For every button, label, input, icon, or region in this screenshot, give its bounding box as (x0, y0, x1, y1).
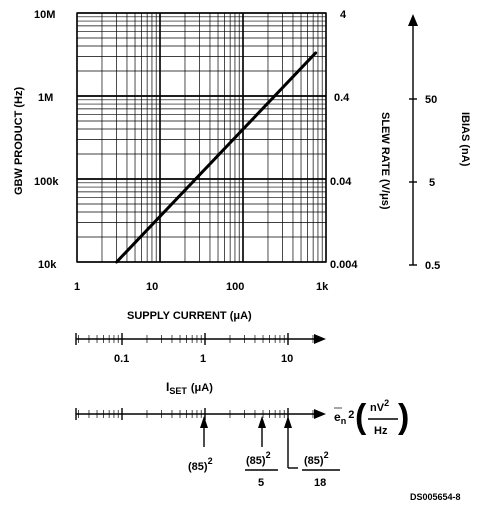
marker-num: (85) (304, 455, 324, 467)
x-tick-label: 1k (316, 281, 329, 293)
marker-sup: 2 (208, 456, 213, 466)
noise-axis-arrow (314, 409, 326, 419)
iset-tick-label: 10 (281, 353, 293, 365)
y-tick-label: 10k (38, 259, 57, 271)
y-tick-label: 1M (38, 92, 53, 104)
iset-label-main: I (166, 380, 169, 394)
noise-label-sub: n (341, 416, 347, 426)
noise-paren-left: ( (355, 398, 367, 436)
x-axis-label: SUPPLY CURRENT (μA) (127, 310, 252, 322)
marker-num: (85) (188, 461, 208, 473)
noise-marker-2: (85)2 5 (245, 416, 278, 489)
marker-label: (85)2 (304, 450, 329, 467)
y-tick-label: 10M (34, 9, 55, 21)
marker-sup: 2 (324, 450, 329, 460)
marker-num: (85) (246, 455, 266, 467)
marker-den: 5 (258, 477, 264, 489)
ibias-tick-label: 0.5 (425, 260, 440, 272)
marker-sup: 2 (266, 450, 271, 460)
marker-den: 18 (314, 477, 326, 489)
x-tick-label: 10 (146, 281, 158, 293)
series (115, 51, 318, 264)
grid (76, 12, 327, 263)
x-tick-label: 1 (74, 281, 80, 293)
noise-unit-num-text: nV (370, 402, 385, 414)
marker-label: (85)2 (188, 456, 213, 473)
marker-arrow-head (284, 416, 292, 428)
y-axis-label: GBW PRODUCT (Hz) (13, 87, 25, 195)
y-right-tick-label: 0.04 (330, 176, 352, 188)
y-right-tick-label: 0.004 (330, 259, 358, 271)
iset-tick-label: 1 (200, 353, 206, 365)
y-tick-label: 100k (34, 176, 59, 188)
noise-label-sup: 2 (348, 409, 354, 421)
ibias-tick-label: 5 (429, 177, 435, 189)
plot-frame (76, 12, 327, 263)
iset-tick-label: 0.1 (114, 353, 129, 365)
noise-unit-den: Hz (374, 425, 388, 437)
marker-arrow-head (258, 416, 266, 428)
iset-axis-arrow (314, 334, 326, 344)
iset-label-unit: (μA) (191, 382, 213, 394)
noise-marker-1: (85)2 (188, 416, 213, 473)
ibias-tick-label: 50 (425, 94, 437, 106)
y-right-axis-label: SLEW RATE (V/μs) (379, 112, 391, 210)
x-tick-label: 100 (226, 281, 244, 293)
iset-label-sub: SET (169, 386, 187, 396)
marker-arrow-head (200, 416, 208, 428)
noise-unit-num-sup: 2 (384, 398, 389, 408)
ibias-axis-arrow (408, 14, 418, 26)
marker-label: (85)2 (246, 450, 271, 467)
noise-axis-label: en 2 (334, 409, 354, 426)
noise-axis (75, 408, 326, 420)
ibias-axis-label: IBIAS (nA) (459, 112, 471, 167)
noise-marker-3: (85)2 18 (284, 416, 340, 489)
series-line (115, 51, 318, 264)
y-right-tick-label: 4 (340, 9, 347, 21)
noise-unit-num: nV2 (370, 398, 389, 414)
noise-label-prefix: e (334, 410, 341, 424)
iset-axis-label: ISET (μA) (166, 380, 213, 396)
iset-axis (75, 333, 326, 345)
noise-paren-right: ) (398, 398, 409, 436)
doc-id: DS005654-8 (410, 492, 461, 502)
y-right-tick-label: 0.4 (334, 92, 350, 104)
